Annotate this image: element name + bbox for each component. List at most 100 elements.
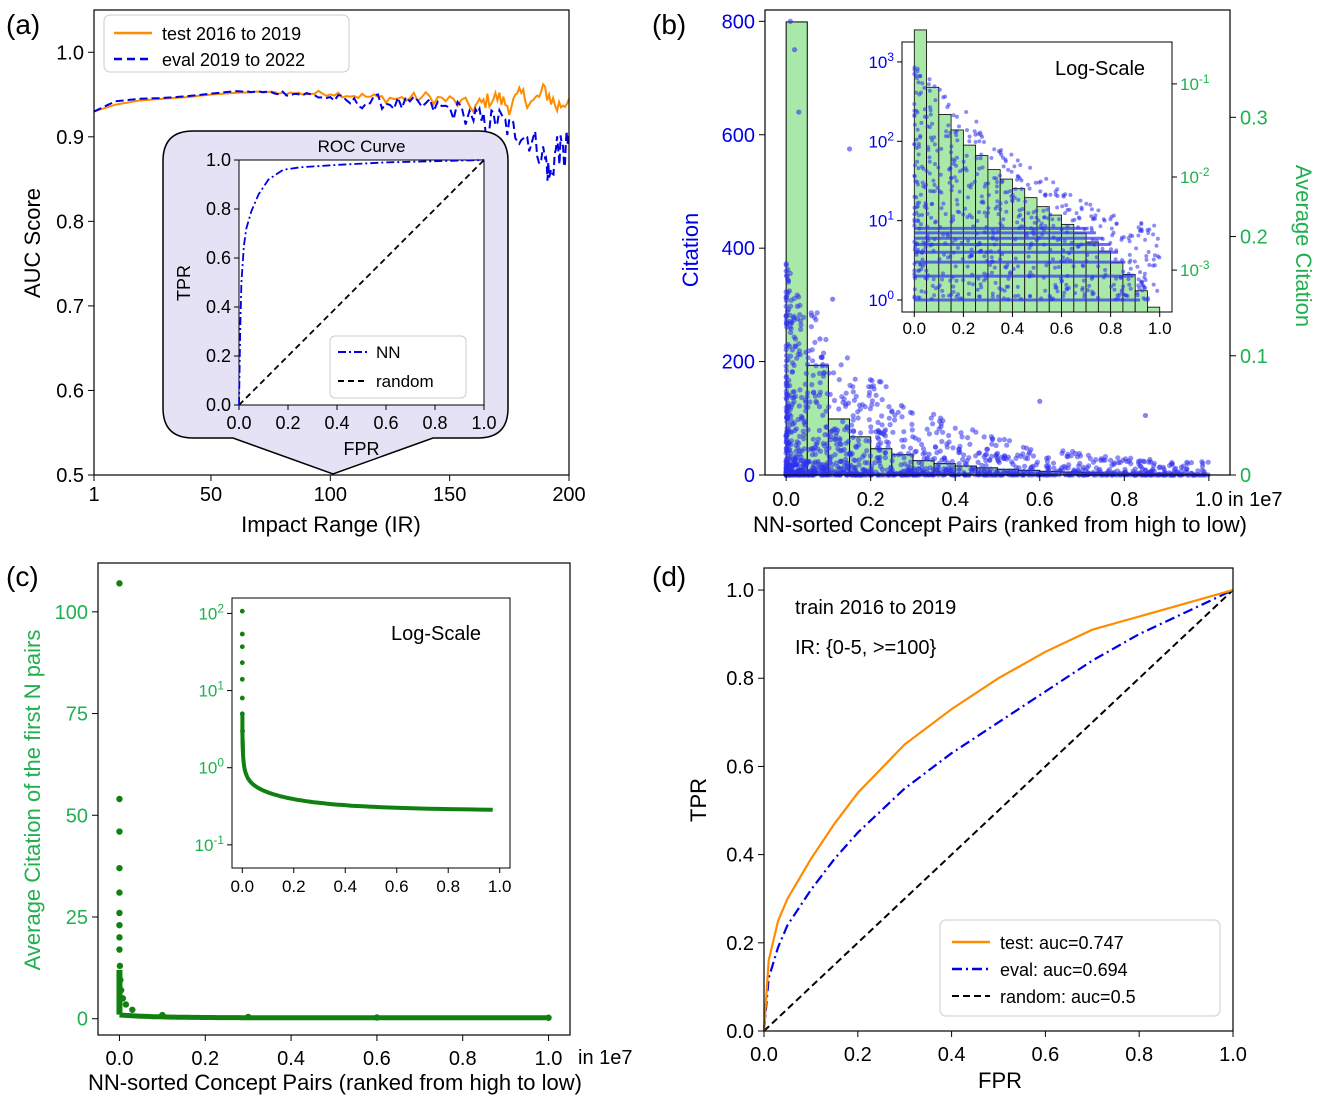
inset-point-b [925,273,930,278]
inset-point-b [1069,246,1074,251]
citation-point-b [838,362,844,368]
inset-point-b [931,178,936,183]
inset-point-b [1061,248,1066,253]
inset-point-b [923,290,928,295]
inset-point-b [992,242,997,247]
inset-point-b [975,218,980,223]
inset-point-b [1128,266,1133,271]
inset-point-b [965,264,970,269]
x-tick-label-b: 0.6 [1026,489,1054,511]
inset-point-b [1015,284,1020,289]
inset-point-b [1139,227,1144,232]
inset-point-b [1130,273,1135,278]
citation-point-b [892,412,898,418]
citation-point-b [832,436,839,442]
inset-point-b [1142,275,1147,280]
inset-point-b [961,278,965,282]
inset-point-b [986,210,990,215]
inset-point-b [970,272,974,277]
citation-point-b [899,437,905,443]
inset-point-b [922,85,927,90]
inset-point-b [937,189,942,194]
citation-point-b [798,326,804,332]
citation-point-b [798,318,804,324]
inset-point-b [1135,264,1140,269]
citation-point-b [846,400,852,406]
inset-point-b [1073,291,1078,296]
inset-point-b [924,182,928,187]
inset-x-tick-label-c: 0.2 [282,877,306,896]
inset-point-b [1136,277,1141,282]
citation-point-b [879,422,885,428]
citation-point-b [874,434,881,440]
inset-point-b [1006,276,1011,281]
inset-point-b [1067,285,1071,290]
inset-point-b [916,268,921,273]
citation-point-b [884,467,890,473]
citation-point-b [792,343,798,349]
citation-point-b [983,463,989,469]
inset-y-tick-label-b: 103 [868,50,894,72]
inset-point-b [1058,237,1063,242]
inset-spike-c [240,730,246,755]
inset-point-b [954,155,959,160]
inset-point-b [980,165,985,170]
inset-point-b [924,115,929,119]
x-axis-label-d: FPR [978,1068,1022,1093]
y-tick-label-a: 0.7 [56,296,84,318]
citation-point-b [853,393,859,399]
citation-point-b [836,406,842,412]
inset-x-tick-label-b: 0.2 [952,319,976,338]
inset-point-b [1085,253,1090,257]
inset-point-b [1108,217,1113,222]
inset-point-b [1121,284,1126,289]
citation-point-b [1016,465,1022,471]
y-tick-right-label-b: 0 [1240,465,1251,487]
citation-point-b [875,455,882,461]
inset-point-b [916,80,921,85]
inset-point-b [919,90,923,95]
inset-x-tick-label-b: 0.0 [902,319,926,338]
inset-point-b [1094,239,1099,243]
inset-y-tick-label-b: 101 [868,209,894,231]
inset-point-b [1009,152,1014,157]
inset-point-b [1140,283,1145,288]
citation-point-b [979,462,985,468]
citation-point-b [1076,463,1082,469]
inset-point-b [915,241,920,246]
citation-point-b [936,460,942,467]
inset-point-b [947,293,951,298]
citation-point-b [889,458,895,464]
citation-point-b [866,384,872,390]
inset-point-b [1001,217,1006,222]
citation-point-b [797,451,803,457]
inset-point-b [916,213,921,218]
inset-c: Log-Scale 0.0 0.2 0.4 0.6 0.8 1.0 10-1 100 101 102 [195,597,512,896]
inset-point-b [924,235,929,240]
inset-y-tick-label-b: 100 [868,288,894,310]
x-tick-label-d: 0.6 [1031,1044,1059,1066]
citation-point-b [826,370,832,376]
inset-point-b [951,289,956,294]
citation-point-b [853,443,859,450]
inset-point-b [1002,288,1007,293]
inset-point-b [1018,163,1023,167]
citation-point-b [789,429,795,435]
citation-point-b [831,370,837,376]
inset-point-b [1006,167,1011,172]
y-axis-label-b: Citation [678,213,703,288]
citation-point-b [919,470,925,476]
inset-point-b [1037,180,1042,185]
citation-point-b [796,403,802,409]
inset-point-b [991,231,996,236]
citation-point-b [938,424,944,430]
inset-point-b [949,150,953,155]
citation-point-b [940,429,946,435]
citation-point-b [856,462,862,468]
inset-point-b [930,201,935,206]
x-axis-label-c: NN-sorted Concept Pairs (ranked from hig… [88,1070,582,1095]
inset-point-b [928,135,933,140]
inset-point-b [935,185,940,190]
citation-point-b [803,403,809,410]
